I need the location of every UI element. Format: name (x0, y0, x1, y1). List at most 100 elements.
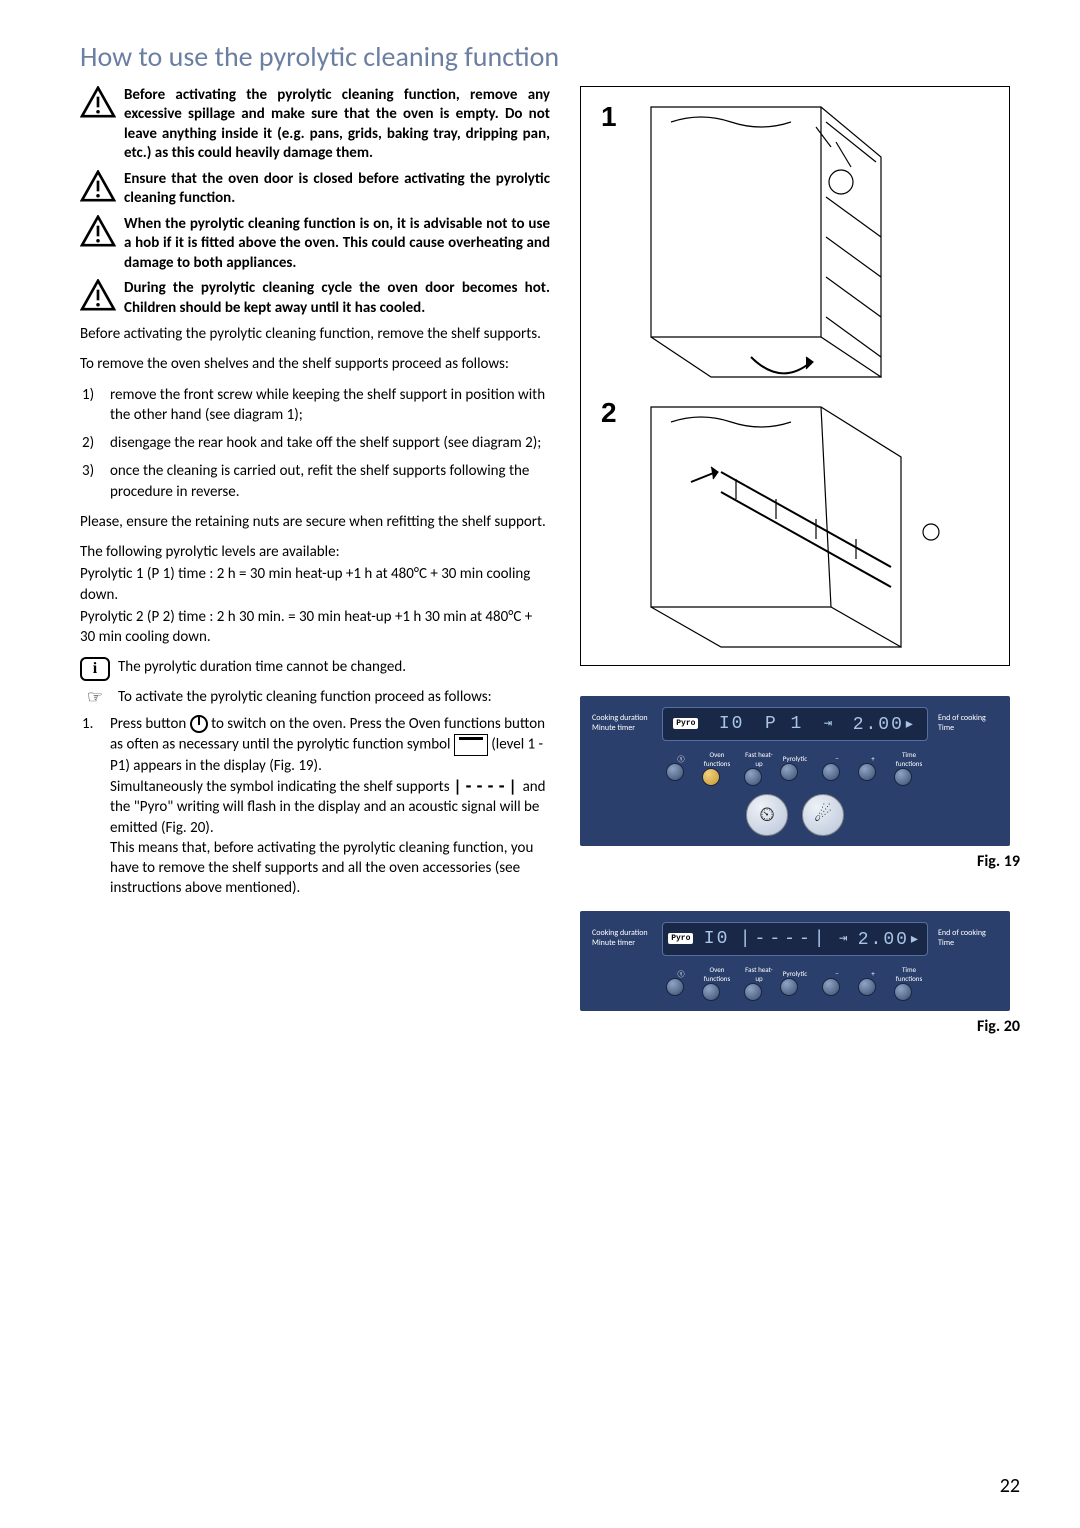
oven-functions-button[interactable] (702, 768, 720, 786)
oven-diagram: 1 2 (580, 86, 1010, 666)
seg-right: 2.00▸ (858, 928, 922, 950)
display-fig20: Pyro I0 |----| ⇥ 2.00▸ (662, 922, 928, 956)
plus-button[interactable] (858, 978, 876, 996)
btn-label-pyro: Pyrolytic (780, 969, 810, 978)
diagram-label-2: 2 (601, 397, 617, 429)
warning-2-text: Ensure that the oven door is closed befo… (124, 170, 550, 209)
btn-label-oven: Oven functions (702, 965, 732, 983)
dash-symbol: |----| (453, 777, 519, 795)
btn-label-time: Time functions (894, 750, 924, 768)
btn-label-power: ① (666, 969, 696, 978)
btn-label-plus: + (858, 754, 888, 763)
knob-right[interactable]: ☄ (802, 794, 844, 836)
right-column: 1 2 (580, 86, 1020, 1036)
fast-heatup-button[interactable] (744, 768, 762, 786)
hand-text: To activate the pyrolytic cleaning funct… (118, 687, 492, 707)
step-text: once the cleaning is carried out, refit … (110, 461, 550, 502)
activate-step-1: 1. Press button to switch on the oven. P… (80, 714, 550, 899)
page-number: 22 (1000, 1474, 1020, 1498)
info-text: The pyrolytic duration time cannot be ch… (118, 657, 406, 677)
warning-1: Before activating the pyrolytic cleaning… (80, 86, 550, 164)
control-panel-fig20: Cooking duration Minute timer Pyro I0 |-… (580, 911, 1010, 1011)
fig-20-caption: Fig. 20 (580, 1017, 1020, 1036)
step-2: 2) disengage the rear hook and take off … (80, 433, 550, 453)
left-column: Before activating the pyrolytic cleaning… (80, 86, 550, 1036)
para-levels: The following pyrolytic levels are avail… (80, 542, 550, 562)
warning-2: Ensure that the oven door is closed befo… (80, 170, 550, 209)
step-3: 3) once the cleaning is carried out, ref… (80, 461, 550, 502)
knob-row: ⏲ ☄ (592, 794, 998, 836)
label-cooking-duration: Cooking duration Minute timer (592, 929, 652, 948)
para-remove-shelf: Before activating the pyrolytic cleaning… (80, 324, 550, 344)
para-p2-time: Pyrolytic 2 (P 2) time : 2 h 30 min. = 3… (80, 607, 550, 648)
fast-heatup-button[interactable] (744, 983, 762, 1001)
power-icon (190, 715, 208, 733)
step-1: 1) remove the front screw while keeping … (80, 385, 550, 426)
warning-icon (80, 215, 116, 247)
plus-button[interactable] (858, 763, 876, 781)
btn-label-minus: − (822, 754, 852, 763)
fig-19-caption: Fig. 19 (580, 852, 1020, 871)
warning-4: During the pyrolytic cleaning cycle the … (80, 279, 550, 318)
minus-button[interactable] (822, 978, 840, 996)
btn-label-pyro: Pyrolytic (780, 754, 810, 763)
minus-button[interactable] (822, 763, 840, 781)
pyrolytic-button[interactable] (780, 978, 798, 996)
step-num: 2) (82, 433, 100, 453)
pyrolytic-button[interactable] (780, 763, 798, 781)
warning-3: When the pyrolytic cleaning function is … (80, 215, 550, 274)
btn-label-plus: + (858, 969, 888, 978)
text-part: This means that, before activating the p… (110, 839, 533, 898)
btn-label-power: ① (666, 754, 696, 763)
step-text: disengage the rear hook and take off the… (110, 433, 541, 453)
step-text: Press button to switch on the oven. Pres… (110, 714, 550, 899)
control-panel-fig19: Cooking duration Minute timer Pyro I0 P … (580, 696, 1010, 846)
hand-icon: ☞ (80, 687, 110, 707)
warning-icon (80, 86, 116, 118)
button-row: ① Oven functions Fast heat-up Pyrolytic … (592, 750, 998, 786)
arrow-icon: ⇥ (824, 715, 832, 732)
text-part: Simultaneously the symbol indicating the… (110, 778, 453, 796)
para-retaining-nuts: Please, ensure the retaining nuts are se… (80, 512, 550, 532)
oven-illustration (581, 87, 1011, 667)
step-text: remove the front screw while keeping the… (110, 385, 550, 426)
seg-right: 2.00▸ (853, 713, 917, 735)
oven-functions-button[interactable] (702, 983, 720, 1001)
seg-mid-dashes: |----| (740, 929, 829, 949)
btn-label-time: Time functions (894, 965, 924, 983)
para-proceed: To remove the oven shelves and the shelf… (80, 354, 550, 374)
info-line: i The pyrolytic duration time cannot be … (80, 657, 550, 681)
step-num: 1. (82, 714, 100, 899)
para-p1-time: Pyrolytic 1 (P 1) time : 2 h = 30 min he… (80, 564, 550, 605)
seg-left: I0 (704, 929, 730, 949)
knob-left[interactable]: ⏲ (746, 794, 788, 836)
info-icon: i (80, 657, 110, 681)
warning-1-text: Before activating the pyrolytic cleaning… (124, 86, 550, 164)
btn-label-fast: Fast heat-up (744, 965, 774, 983)
label-end-cooking: End of cooking Time (938, 929, 998, 948)
pyro-badge: Pyro (668, 933, 693, 944)
btn-label-minus: − (822, 969, 852, 978)
power-button[interactable] (666, 978, 684, 996)
page-title: How to use the pyrolytic cleaning functi… (80, 40, 560, 74)
display-fig19: Pyro I0 P 1 ⇥ 2.00▸ (662, 707, 928, 741)
power-button[interactable] (666, 763, 684, 781)
arrow-icon: ⇥ (839, 930, 847, 947)
warning-4-text: During the pyrolytic cleaning cycle the … (124, 279, 550, 318)
step-num: 3) (82, 461, 100, 502)
hand-line: ☞ To activate the pyrolytic cleaning fun… (80, 687, 550, 707)
btn-label-oven: Oven functions (702, 750, 732, 768)
pyro-badge: Pyro (673, 718, 698, 729)
seg-mid: P 1 (765, 714, 803, 734)
time-functions-button[interactable] (894, 768, 912, 786)
warning-3-text: When the pyrolytic cleaning function is … (124, 215, 550, 274)
step-num: 1) (82, 385, 100, 426)
text-part: Press button (110, 715, 190, 733)
label-cooking-duration: Cooking duration Minute timer (592, 714, 652, 733)
seg-left: I0 (719, 714, 745, 734)
warning-icon (80, 279, 116, 311)
warning-icon (80, 170, 116, 202)
time-functions-button[interactable] (894, 983, 912, 1001)
diagram-label-1: 1 (601, 101, 617, 133)
shelf-removal-steps: 1) remove the front screw while keeping … (80, 385, 550, 502)
